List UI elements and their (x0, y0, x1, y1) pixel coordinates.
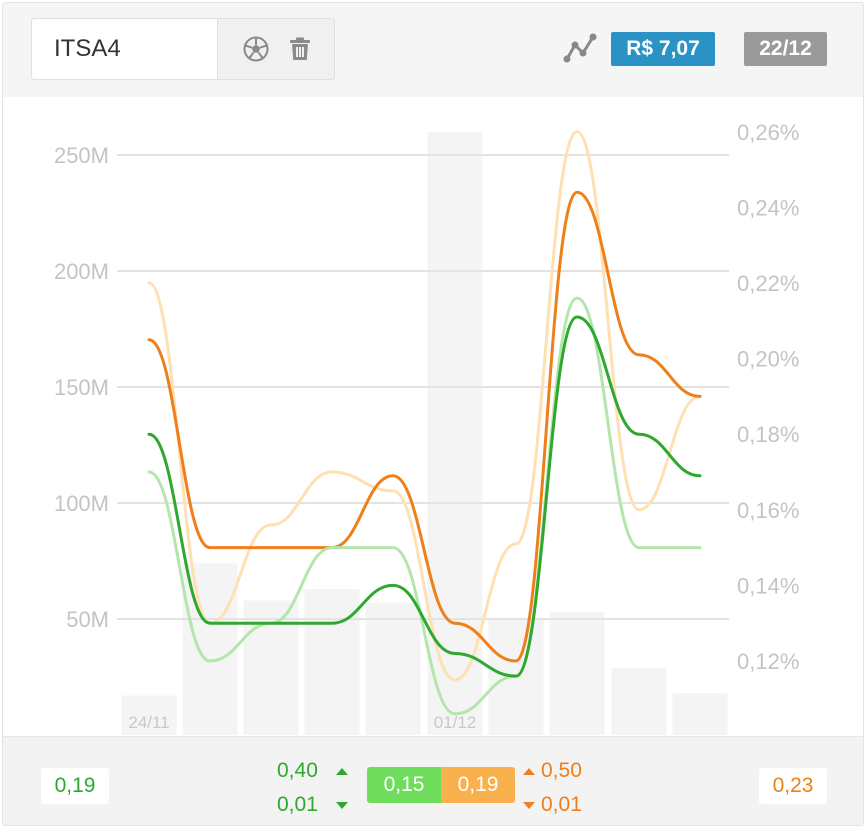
left-value: 0,19 (41, 768, 109, 804)
chart-area: 50M 100M 150M 200M 250M 0,12% 0,14% 0,16% 0,18%… (54, 120, 799, 736)
card-header: R$ 7,07 22/12 (3, 3, 863, 97)
orange-low-value: 0,01 (541, 793, 582, 816)
triangle-up-icon (523, 768, 535, 775)
right-axis-tick-label: 0,20% (737, 347, 799, 372)
series-line-2 (147, 190, 702, 663)
series-line-1 (147, 130, 702, 682)
volume-bar (549, 612, 605, 735)
orange-mid-value: 0,19 (441, 767, 515, 803)
right-axis-tick-label: 0,16% (737, 498, 799, 523)
left-axis-tick-label: 200M (54, 259, 109, 284)
right-axis-tick-label: 0,14% (737, 573, 799, 598)
green-mid-value: 0,15 (367, 767, 441, 803)
volume-bar (304, 588, 360, 735)
volume-bar (672, 693, 728, 735)
right-axis-tick-label: 0,22% (737, 271, 799, 296)
orange-high-value: 0,50 (541, 759, 582, 782)
volume-bar (121, 695, 177, 735)
series-line-3 (147, 296, 702, 716)
left-axis-tick-label: 50M (66, 607, 109, 632)
ticker-input[interactable] (32, 19, 218, 79)
ticker-group (31, 18, 335, 80)
triangle-up-icon (336, 768, 348, 775)
left-axis-tick-label: 100M (54, 491, 109, 516)
green-high-value: 0,40 (277, 759, 318, 782)
triangle-down-icon (523, 802, 535, 809)
x-axis-tick-label: 01/12 (434, 713, 477, 732)
line-chart-icon[interactable] (563, 31, 599, 67)
left-axis-tick-label: 150M (54, 375, 109, 400)
right-value: 0,23 (759, 768, 827, 804)
left-axis-tick-label: 250M (54, 143, 109, 168)
x-axis-tick-label: 24/11 (128, 713, 169, 732)
volume-bar (611, 667, 667, 735)
right-axis-tick-label: 0,18% (737, 422, 799, 447)
trash-icon[interactable] (286, 35, 314, 63)
left-axis: 50M 100M 150M 200M 250M (54, 143, 109, 632)
x-axis: 24/11 01/12 (128, 713, 476, 732)
series-line-4 (147, 315, 702, 678)
right-axis: 0,12% 0,14% 0,16% 0,18% 0,20% 0,22% 0,24% 0,26% (737, 120, 799, 674)
date-badge: 22/12 (744, 32, 827, 66)
right-axis-tick-label: 0,24% (737, 195, 799, 220)
right-axis-tick-label: 0,26% (737, 120, 799, 145)
triangle-down-icon (336, 802, 348, 809)
green-low-value: 0,01 (277, 793, 318, 816)
volume-bar (243, 600, 299, 735)
volume-bar (365, 602, 421, 735)
soccer-ball-icon[interactable] (242, 35, 270, 63)
price-badge: R$ 7,07 (611, 32, 715, 66)
card-footer: 0,19 0,40 0,01 0,15 0,19 0,50 0,01 0,23 (3, 736, 863, 825)
right-axis-tick-label: 0,12% (737, 649, 799, 674)
volume-bar (427, 131, 483, 736)
series-lines (147, 130, 702, 716)
